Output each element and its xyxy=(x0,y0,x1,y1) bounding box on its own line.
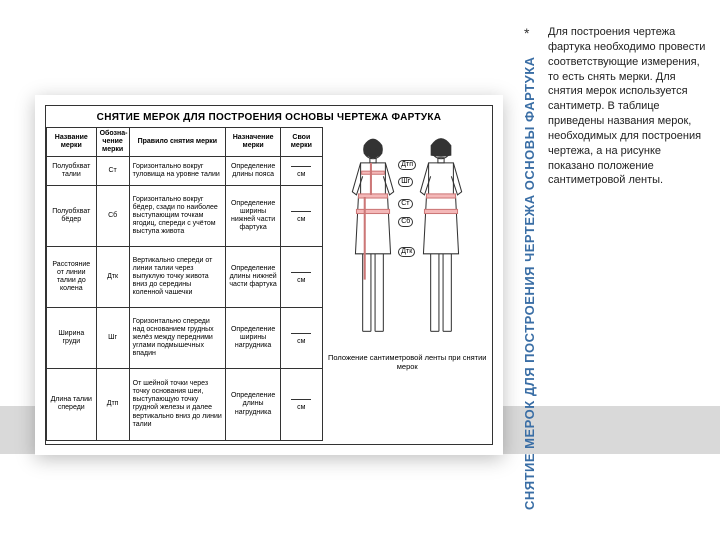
vertical-title: СНЯТИЕ МЕРОК ДЛЯ ПОСТРОЕНИЯ ЧЕРТЕЖА ОСНО… xyxy=(522,30,544,510)
table-header: Назначение мерки xyxy=(226,128,281,157)
table-header: Название мерки xyxy=(47,128,97,157)
table-cell-own: см xyxy=(281,157,322,186)
figure-front: Дтп Шг Ст Сб Дтк xyxy=(342,135,404,347)
table-cell: Расстояние от линии талии до колена xyxy=(47,246,97,307)
panel-title: СНЯТИЕ МЕРОК ДЛЯ ПОСТРОЕНИЯ ОСНОВЫ ЧЕРТЕ… xyxy=(46,106,492,127)
table-cell: Горизонтально вокруг бёдер, сзади по наи… xyxy=(129,185,225,246)
table-row: Длина талии спередиДтпОт шейной точки че… xyxy=(47,368,323,440)
table-cell: Определение ширины нагрудника xyxy=(226,307,281,368)
figure-back xyxy=(410,135,472,347)
table-cell: Определение длины нижней части фартука xyxy=(226,246,281,307)
table-cell-own: см xyxy=(281,185,322,246)
table-cell: От шейной точки через точку основания ше… xyxy=(129,368,225,440)
measurements-panel: СНЯТИЕ МЕРОК ДЛЯ ПОСТРОЕНИЯ ОСНОВЫ ЧЕРТЕ… xyxy=(35,95,503,455)
table-cell: Вертикально спереди от линии талии через… xyxy=(129,246,225,307)
table-cell-own: см xyxy=(281,246,322,307)
table-cell: Ст xyxy=(96,157,129,186)
table-cell-own: см xyxy=(281,368,322,440)
figure-caption: Положение сантиметровой ленты при снятии… xyxy=(323,353,492,371)
table-cell: Определение ширины нижней части фартука xyxy=(226,185,281,246)
table-row: Полуобхват бёдерСбГоризонтально вокруг б… xyxy=(47,185,323,246)
table-row: Полуобхват талииСтГоризонтально вокруг т… xyxy=(47,157,323,186)
table-cell: Ширина груди xyxy=(47,307,97,368)
measurements-table: Название меркиОбозна-чение меркиПравило … xyxy=(46,127,323,441)
table-header: Обозна-чение мерки xyxy=(96,128,129,157)
table-cell: Дтп xyxy=(96,368,129,440)
table-cell: Длина талии спереди xyxy=(47,368,97,440)
table-header: Свои мерки xyxy=(281,128,322,157)
table-cell: Полуобхват талии xyxy=(47,157,97,186)
table-cell: Определение длины пояса xyxy=(226,157,281,186)
table-row: Расстояние от линии талии до коленаДткВе… xyxy=(47,246,323,307)
description-paragraph: Для построения чертежа фартука необходим… xyxy=(548,25,708,188)
table-header: Правило снятия мерки xyxy=(129,128,225,157)
table-cell: Горизонтально спереди над основанием гру… xyxy=(129,307,225,368)
figure-area: Дтп Шг Ст Сб Дтк xyxy=(323,127,492,441)
table-cell: Полуобхват бёдер xyxy=(47,185,97,246)
table-cell-own: см xyxy=(281,307,322,368)
table-cell: Горизонтально вокруг туловища на уровне … xyxy=(129,157,225,186)
table-row: Ширина грудиШгГоризонтально спереди над … xyxy=(47,307,323,368)
table-cell: Сб xyxy=(96,185,129,246)
table-cell: Дтк xyxy=(96,246,129,307)
table-cell: Определение длины нагрудника xyxy=(226,368,281,440)
table-cell: Шг xyxy=(96,307,129,368)
